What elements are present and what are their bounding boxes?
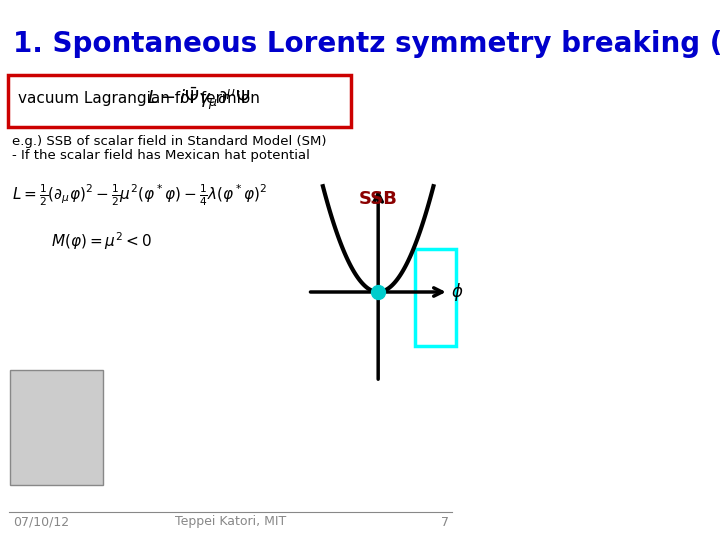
Text: 7: 7 (441, 516, 449, 529)
Text: $M(\varphi) = \mu^2 < 0$: $M(\varphi) = \mu^2 < 0$ (51, 230, 152, 252)
Text: $L = \frac{1}{2}(\partial_{\mu}\varphi)^2 - \frac{1}{2}\mu^2(\varphi^*\varphi) -: $L = \frac{1}{2}(\partial_{\mu}\varphi)^… (12, 182, 267, 207)
FancyBboxPatch shape (9, 370, 102, 485)
Text: vacuum Lagrangian for fermion: vacuum Lagrangian for fermion (18, 91, 260, 106)
Text: - If the scalar field has Mexican hat potential: - If the scalar field has Mexican hat po… (12, 149, 310, 162)
Text: $L - i\bar{\Psi}\gamma_{\mu}\partial^{\mu}\Psi$: $L - i\bar{\Psi}\gamma_{\mu}\partial^{\m… (148, 86, 251, 112)
Text: 1. Spontaneous Lorentz symmetry breaking (SLSB): 1. Spontaneous Lorentz symmetry breaking… (13, 30, 720, 58)
Text: 07/10/12: 07/10/12 (13, 516, 69, 529)
Text: SSB: SSB (359, 190, 398, 208)
Text: $\phi$: $\phi$ (451, 281, 463, 303)
Text: e.g.) SSB of scalar field in Standard Model (SM): e.g.) SSB of scalar field in Standard Mo… (12, 135, 326, 148)
Text: Teppei Katori, MIT: Teppei Katori, MIT (175, 516, 287, 529)
FancyBboxPatch shape (415, 249, 456, 346)
FancyBboxPatch shape (9, 75, 351, 127)
